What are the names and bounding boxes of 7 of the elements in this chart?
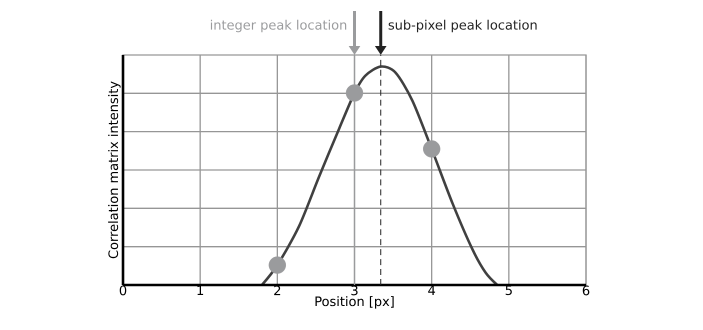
x-axis-title: Position [px] — [316, 296, 394, 309]
y-axis-title: Correlation matrix intensity — [108, 81, 121, 258]
x-tick-label: 6 — [582, 286, 590, 296]
x-tick-label: 0 — [120, 286, 126, 296]
ref-line-label: sub-pixel peak location — [388, 20, 537, 32]
x-tick-label: 4 — [428, 286, 436, 295]
ref-line-label: integer peak location — [210, 20, 346, 32]
